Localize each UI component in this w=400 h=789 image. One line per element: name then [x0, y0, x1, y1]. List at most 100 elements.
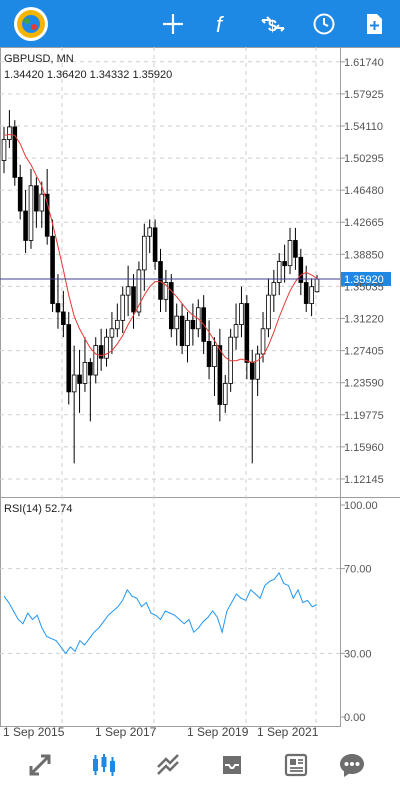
price-axis-label: 1.12145: [344, 474, 384, 486]
price-axis-label: 1.38850: [344, 249, 384, 261]
price-axis-label: 1.15960: [344, 442, 384, 454]
svg-text:f: f: [216, 12, 225, 36]
candle-body: [276, 261, 282, 283]
candle-body: [50, 235, 55, 304]
price-axis-label: 1.42665: [344, 217, 384, 229]
candle-body: [120, 294, 126, 321]
rsi-axis-label: 100.00: [344, 500, 378, 512]
candle-body: [17, 176, 23, 212]
rsi-axis-label: 0.00: [344, 712, 365, 724]
time-axis-label: 1 Sep 2015: [3, 725, 65, 739]
candle-body: [104, 336, 109, 359]
candle-body: [131, 286, 136, 313]
current-price-label-bg: [341, 271, 391, 286]
candle-body: [142, 235, 147, 271]
candle-body: [212, 345, 217, 368]
price-axis-label: 1.23590: [344, 378, 384, 390]
candle-body: [206, 340, 212, 368]
candle-body: [298, 256, 304, 283]
candle-body: [98, 345, 104, 359]
trade-icon[interactable]: [138, 740, 198, 789]
time-axis-label: 1 Sep 2021: [257, 725, 319, 739]
candle-body: [28, 185, 34, 241]
candle-body: [217, 345, 223, 405]
top-toolbar: f $: [0, 0, 400, 47]
candle-body: [174, 315, 179, 330]
chat-icon[interactable]: [322, 740, 382, 789]
candle-body: [266, 294, 271, 330]
candle-body: [190, 319, 196, 330]
candle-body: [239, 303, 244, 325]
candle-body: [163, 282, 169, 300]
price-axis-label: 1.35035: [344, 281, 384, 293]
candle-body: [152, 227, 158, 262]
candle-body: [82, 362, 88, 384]
candle-body: [136, 269, 142, 313]
candle-body: [125, 286, 131, 296]
svg-text:$: $: [268, 18, 277, 35]
symbol-label: GBPUSD, MN: [4, 53, 74, 65]
time-axis: 1 Sep 2015 1 Sep 2017 1 Sep 2019 1 Sep 2021: [0, 723, 400, 741]
rsi-axis-label: 30.00: [344, 648, 372, 660]
price-axis-label: 1.54110: [344, 121, 383, 133]
moving-average-line: [3, 133, 318, 363]
price-axis-label: 1.50295: [344, 153, 384, 165]
candle-body: [314, 278, 320, 293]
ohlc-label: 1.34420 1.36420 1.34332 1.35920: [4, 69, 172, 81]
chart-area[interactable]: 1.35920 GBPUSD, MN 1.34420 1.36420 1.343…: [0, 47, 400, 739]
history-icon[interactable]: [202, 740, 262, 789]
crosshair-icon[interactable]: [153, 4, 193, 44]
time-axis-label: 1 Sep 2019: [187, 725, 249, 739]
candle-body: [249, 362, 255, 380]
candle-body: [168, 282, 174, 330]
new-document-icon[interactable]: [354, 4, 394, 44]
candle-body: [158, 261, 163, 300]
candle-body: [255, 353, 260, 380]
candle-body: [287, 240, 293, 267]
quotes-icon[interactable]: [10, 740, 70, 789]
candle-body: [77, 374, 82, 384]
price-axis-label: 1.27405: [344, 346, 384, 358]
candle-body: [34, 185, 39, 212]
candle-body: [282, 261, 287, 267]
candle-body: [88, 362, 93, 376]
candle-body: [179, 315, 185, 346]
price-axis-label: 1.31220: [344, 314, 384, 326]
price-axis-label: 1.61740: [344, 57, 384, 69]
candle-body: [244, 303, 250, 363]
candle-body: [293, 240, 298, 258]
rsi-label: RSI(14) 52.74: [4, 503, 72, 515]
candle-body: [260, 328, 266, 355]
candle-body: [115, 319, 120, 330]
candle-body: [233, 324, 239, 338]
candle-body: [222, 383, 228, 405]
candle-body: [44, 193, 50, 237]
function-icon[interactable]: f: [203, 4, 243, 44]
candle-body: [39, 193, 45, 212]
chart-icon[interactable]: [74, 740, 134, 789]
candle-body: [109, 328, 115, 338]
candle-body: [66, 324, 72, 393]
bottom-navigation: [0, 740, 400, 789]
news-icon[interactable]: [266, 740, 326, 789]
candle-body: [271, 282, 277, 296]
candle-body: [93, 345, 99, 376]
currency-exchange-icon[interactable]: $: [253, 4, 293, 44]
candle-body: [303, 282, 309, 304]
candle-body: [1, 139, 7, 161]
candle-body: [7, 126, 12, 140]
candle-body: [147, 227, 153, 237]
price-axis-label: 1.57925: [344, 89, 384, 101]
rsi-axis-label: 70.00: [344, 564, 372, 576]
current-price-label: 1.35920: [344, 274, 384, 286]
candle-body: [12, 126, 18, 178]
time-axis-label: 1 Sep 2017: [95, 725, 157, 739]
price-axis-label: 1.46480: [344, 185, 384, 197]
candle-body: [71, 374, 77, 393]
clock-icon[interactable]: [304, 4, 344, 44]
candle-body: [185, 319, 190, 346]
app-logo-icon[interactable]: [11, 4, 51, 44]
candle-body: [309, 286, 314, 304]
candle-body: [55, 303, 61, 313]
candle-body: [23, 210, 28, 241]
